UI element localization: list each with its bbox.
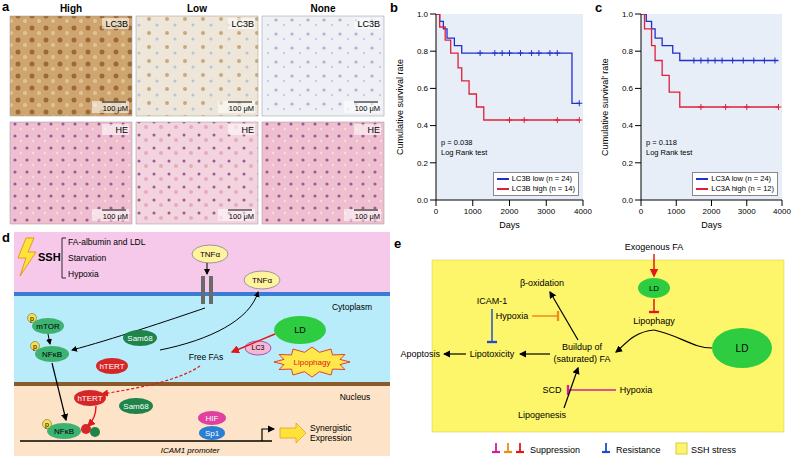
svg-text:Lipophagy: Lipophagy	[633, 316, 675, 326]
html-text:b: b	[390, 0, 398, 15]
svg-text:None: None	[311, 3, 336, 14]
svg-text:ICAM1 promoter: ICAM1 promoter	[161, 446, 220, 455]
svg-text:100 μM: 100 μM	[103, 104, 128, 113]
svg-text:LC3B: LC3B	[357, 19, 380, 29]
html-text:Log Rank test: Log Rank test	[441, 148, 488, 157]
svg-text:100 μM: 100 μM	[355, 212, 380, 221]
svg-text:Exogenous FA: Exogenous FA	[625, 242, 684, 252]
html-text:LC3A low (n = 24): LC3A low (n = 24)	[711, 174, 772, 183]
svg-text:HE: HE	[241, 125, 254, 135]
svg-text:TNFα: TNFα	[252, 276, 273, 285]
svg-text:SSH stress: SSH stress	[691, 445, 737, 455]
svg-text:0.4: 0.4	[622, 121, 634, 130]
svg-text:0.2: 0.2	[622, 159, 634, 168]
svg-text:Days: Days	[701, 220, 722, 230]
svg-text:0.2: 0.2	[417, 159, 429, 168]
svg-text:1000: 1000	[667, 207, 685, 216]
svg-text:β-oxidation: β-oxidation	[520, 278, 564, 288]
svg-text:LC3B: LC3B	[231, 19, 254, 29]
svg-text:LD: LD	[294, 325, 306, 335]
svg-text:Suppression: Suppression	[530, 445, 580, 455]
svg-text:TNFα: TNFα	[200, 250, 221, 259]
svg-text:0.4: 0.4	[417, 121, 429, 130]
svg-text:Expression: Expression	[310, 433, 352, 443]
svg-text:Buildup of: Buildup of	[562, 342, 603, 352]
html-text:p = 0.038: p = 0.038	[441, 138, 473, 147]
svg-text:Apoptosis: Apoptosis	[400, 349, 440, 359]
svg-text:ICAM-1: ICAM-1	[477, 296, 508, 306]
svg-text:Lipophagy: Lipophagy	[294, 358, 331, 367]
svg-text:e: e	[394, 236, 401, 251]
svg-text:p: p	[30, 315, 34, 323]
svg-text:1.0: 1.0	[622, 10, 634, 19]
html-text:p = 0.118: p = 0.118	[646, 138, 677, 147]
svg-text:NFκB: NFκB	[42, 350, 62, 359]
svg-text:Resistance: Resistance	[616, 445, 661, 455]
svg-text:LD: LD	[649, 284, 659, 293]
svg-text:0: 0	[639, 207, 644, 216]
svg-text:2000: 2000	[501, 207, 519, 216]
svg-text:LC3B: LC3B	[105, 19, 128, 29]
svg-text:a: a	[2, 0, 10, 14]
svg-text:4000: 4000	[574, 207, 592, 216]
svg-text:0.6: 0.6	[622, 84, 634, 93]
svg-text:0.8: 0.8	[417, 47, 429, 56]
svg-text:Cumulative survival rate: Cumulative survival rate	[395, 59, 405, 155]
svg-text:(saturated) FA: (saturated) FA	[553, 354, 610, 364]
svg-text:HIF: HIF	[206, 414, 219, 423]
svg-text:4000: 4000	[773, 207, 791, 216]
svg-text:p: p	[45, 421, 49, 429]
svg-text:d: d	[2, 230, 10, 245]
svg-text:LD: LD	[736, 343, 749, 354]
svg-text:Nucleus: Nucleus	[340, 392, 371, 402]
svg-text:Sam68: Sam68	[123, 402, 149, 411]
svg-text:0: 0	[434, 207, 439, 216]
svg-text:High: High	[60, 3, 82, 14]
svg-text:hTERT: hTERT	[77, 394, 102, 403]
svg-text:Cumulative survival' rate: Cumulative survival' rate	[600, 58, 610, 156]
svg-text:Sam68: Sam68	[127, 334, 153, 343]
html-text:LC3B low (n = 24): LC3B low (n = 24)	[511, 174, 573, 183]
svg-text:HE: HE	[115, 125, 128, 135]
svg-text:1000: 1000	[464, 207, 482, 216]
svg-text:0.6: 0.6	[417, 84, 429, 93]
svg-text:Sp1: Sp1	[205, 429, 220, 438]
svg-text:LC3: LC3	[252, 344, 265, 351]
svg-text:mTOR: mTOR	[36, 322, 60, 331]
svg-text:SCD: SCD	[542, 385, 562, 395]
svg-text:Free FAs: Free FAs	[189, 352, 223, 362]
svg-text:100 μM: 100 μM	[355, 104, 380, 113]
svg-text:Cytoplasm: Cytoplasm	[332, 302, 372, 312]
svg-text:100 μM: 100 μM	[229, 212, 254, 221]
html-text:LC3B high (n = 14): LC3B high (n = 14)	[511, 184, 575, 193]
svg-text:Low: Low	[187, 3, 207, 14]
html-text:Log Rank test: Log Rank test	[646, 148, 693, 157]
svg-text:0.8: 0.8	[622, 47, 634, 56]
svg-text:Days: Days	[499, 220, 520, 230]
svg-text:Lipogenesis: Lipogenesis	[518, 410, 567, 420]
svg-text:2000: 2000	[703, 207, 721, 216]
svg-text:SSH: SSH	[38, 251, 61, 263]
svg-text:0.0: 0.0	[417, 196, 429, 205]
svg-text:Lipotoxicity: Lipotoxicity	[470, 349, 515, 359]
svg-text:hTERT: hTERT	[99, 362, 124, 371]
svg-text:Hypoxia: Hypoxia	[620, 385, 653, 395]
svg-text:1.0: 1.0	[417, 10, 429, 19]
svg-text:Hypoxia: Hypoxia	[68, 269, 99, 279]
svg-text:Synergistic: Synergistic	[310, 423, 352, 433]
svg-text:Starvation: Starvation	[68, 253, 107, 263]
svg-text:3000: 3000	[738, 207, 756, 216]
svg-text:3000: 3000	[537, 207, 555, 216]
svg-text:HE: HE	[367, 125, 380, 135]
svg-text:Hypoxia: Hypoxia	[496, 311, 529, 321]
html-text:c: c	[595, 0, 603, 15]
svg-text:NFκB: NFκB	[54, 427, 74, 436]
svg-text:p: p	[33, 343, 37, 351]
svg-text:FA-albumin and LDL: FA-albumin and LDL	[68, 237, 146, 247]
svg-text:100 μM: 100 μM	[103, 212, 128, 221]
svg-text:100 μM: 100 μM	[229, 104, 254, 113]
svg-text:0.0: 0.0	[622, 196, 634, 205]
html-text:LC3A high (n = 12): LC3A high (n = 12)	[711, 184, 774, 193]
